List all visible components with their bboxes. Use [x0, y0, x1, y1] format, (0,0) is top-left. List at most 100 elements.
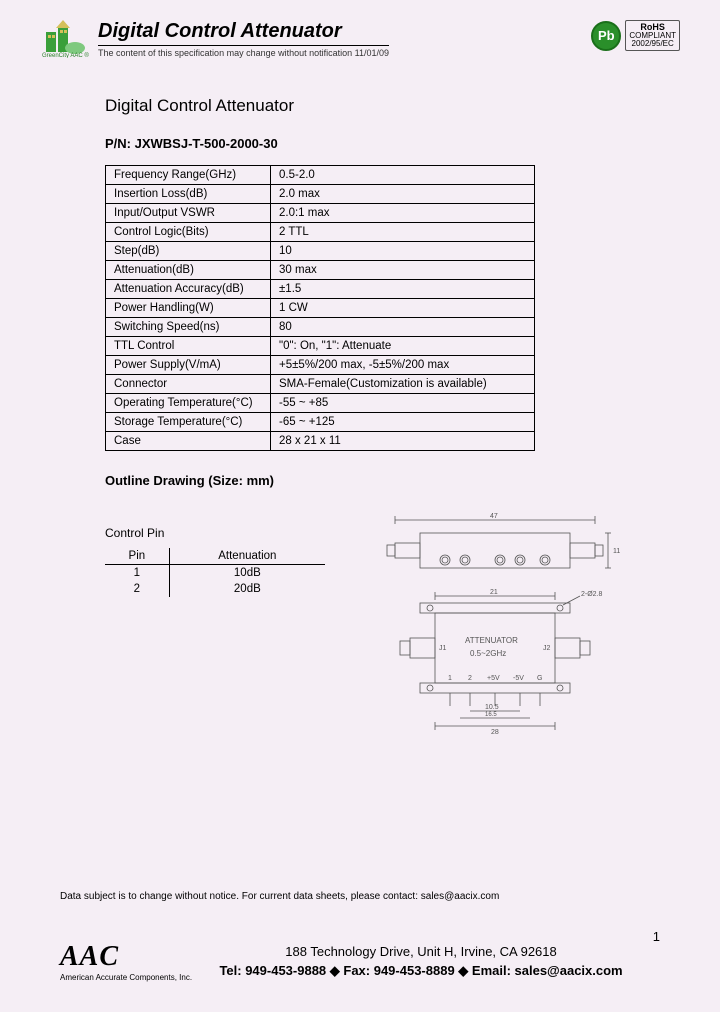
pin-lbl-3: +5V	[487, 675, 500, 682]
top-view: 47	[387, 513, 620, 568]
aac-logo-big: AAC	[60, 941, 192, 973]
pn-label: P/N:	[105, 136, 135, 151]
pin-lbl-2: 2	[468, 675, 472, 682]
spec-value: 30 max	[271, 261, 535, 280]
spec-row: Input/Output VSWR2.0:1 max	[106, 204, 535, 223]
pb-icon: Pb	[591, 21, 621, 51]
spec-key: Step(dB)	[106, 242, 271, 261]
dim-28: 28	[491, 729, 499, 736]
spec-key: Input/Output VSWR	[106, 204, 271, 223]
spec-key: Operating Temperature(°C)	[106, 394, 271, 413]
spec-value: 0.5-2.0	[271, 166, 535, 185]
pin-num: 1	[105, 565, 169, 582]
spec-key: Attenuation Accuracy(dB)	[106, 280, 271, 299]
spec-key: Case	[106, 432, 271, 451]
spec-row: Step(dB)10	[106, 242, 535, 261]
spec-row: Power Supply(V/mA)+5±5%/200 max, -5±5%/2…	[106, 356, 535, 375]
spec-row: Power Handling(W)1 CW	[106, 299, 535, 318]
rohs-box: RoHS COMPLIANT 2002/95/EC	[625, 20, 680, 51]
block-text-1: ATTENUATOR	[465, 636, 518, 645]
hole-label: 2-Ø2.8	[581, 591, 603, 598]
spec-key: Power Supply(V/mA)	[106, 356, 271, 375]
spec-value: ±1.5	[271, 280, 535, 299]
spec-key: Attenuation(dB)	[106, 261, 271, 280]
brand-text: GreenCity AAC ®	[42, 52, 89, 58]
block-text-2: 0.5~2GHz	[470, 649, 506, 658]
spec-value: -55 ~ +85	[271, 394, 535, 413]
pin-row: 110dB	[105, 565, 325, 582]
pin-table: Pin Attenuation 110dB220dB	[105, 548, 325, 597]
pin-header-2: Attenuation	[169, 548, 325, 565]
spec-row: Switching Speed(ns)80	[106, 318, 535, 337]
pin-lbl-4: -5V	[513, 675, 524, 682]
header-title: Digital Control Attenuator	[98, 20, 389, 43]
spec-key: Connector	[106, 375, 271, 394]
rohs-badge: Pb RoHS COMPLIANT 2002/95/EC	[591, 20, 680, 51]
front-view: 21 2-Ø2.8 ATTENUATOR 0.5~2GHz	[400, 589, 603, 736]
greencity-logo: GreenCity AAC ®	[40, 20, 90, 58]
spec-key: Switching Speed(ns)	[106, 318, 271, 337]
spec-key: Control Logic(Bits)	[106, 223, 271, 242]
spec-row: ConnectorSMA-Female(Customization is ava…	[106, 375, 535, 394]
address-line: 188 Technology Drive, Unit H, Irvine, CA…	[219, 943, 622, 961]
spec-table: Frequency Range(GHz)0.5-2.0Insertion Los…	[105, 165, 535, 451]
spec-row: Attenuation Accuracy(dB)±1.5	[106, 280, 535, 299]
dim-105: 10.5	[485, 704, 499, 711]
pin-row: 220dB	[105, 581, 325, 597]
j1-label: J1	[439, 645, 447, 652]
control-pin-label: Control Pin	[105, 526, 335, 540]
spec-row: Case28 x 21 x 11	[106, 432, 535, 451]
dim-165: 16.5	[485, 712, 497, 718]
spec-value: 10	[271, 242, 535, 261]
spec-row: Operating Temperature(°C)-55 ~ +85	[106, 394, 535, 413]
pin-lbl-5: G	[537, 675, 542, 682]
spec-value: 2.0 max	[271, 185, 535, 204]
dim-11: 11	[613, 548, 620, 555]
spec-value: 1 CW	[271, 299, 535, 318]
spec-row: Frequency Range(GHz)0.5-2.0	[106, 166, 535, 185]
rohs-line3: 2002/95/EC	[629, 40, 676, 48]
contact-line: Tel: 949-453-9888 ◆ Fax: 949-453-8889 ◆ …	[219, 962, 622, 980]
content: Digital Control Attenuator P/N: JXWBSJ-T…	[0, 66, 720, 738]
spec-value: 80	[271, 318, 535, 337]
spec-value: 2 TTL	[271, 223, 535, 242]
part-number: P/N: JXWBSJ-T-500-2000-30	[105, 136, 630, 151]
outline-heading: Outline Drawing (Size: mm)	[105, 473, 630, 488]
pin-num: 2	[105, 581, 169, 597]
spec-value: SMA-Female(Customization is available)	[271, 375, 535, 394]
spec-value: -65 ~ +125	[271, 413, 535, 432]
pin-att: 20dB	[169, 581, 325, 597]
aac-logo-small: American Accurate Components, Inc.	[60, 973, 192, 982]
pin-att: 10dB	[169, 565, 325, 582]
outline-drawing: 47	[365, 508, 625, 738]
spec-row: Control Logic(Bits)2 TTL	[106, 223, 535, 242]
dim-21: 21	[490, 589, 498, 596]
spec-row: Insertion Loss(dB)2.0 max	[106, 185, 535, 204]
outline-row: Control Pin Pin Attenuation 110dB220dB	[105, 508, 630, 738]
spec-value: "0": On, "1": Attenuate	[271, 337, 535, 356]
spec-row: TTL Control"0": On, "1": Attenuate	[106, 337, 535, 356]
disclaimer: Data subject is to change without notice…	[60, 891, 499, 902]
spec-row: Attenuation(dB)30 max	[106, 261, 535, 280]
page-header: GreenCity AAC ® Digital Control Attenuat…	[0, 0, 720, 66]
spec-value: 28 x 21 x 11	[271, 432, 535, 451]
spec-value: 2.0:1 max	[271, 204, 535, 223]
header-left: GreenCity AAC ® Digital Control Attenuat…	[40, 20, 389, 58]
control-pin-block: Control Pin Pin Attenuation 110dB220dB	[105, 526, 335, 597]
spec-row: Storage Temperature(°C)-65 ~ +125	[106, 413, 535, 432]
spec-key: Storage Temperature(°C)	[106, 413, 271, 432]
document-title: Digital Control Attenuator	[105, 96, 630, 116]
pin-lbl-1: 1	[448, 675, 452, 682]
header-subtitle: The content of this specification may ch…	[98, 45, 389, 58]
header-text: Digital Control Attenuator The content o…	[98, 20, 389, 58]
spec-key: Power Handling(W)	[106, 299, 271, 318]
j2-label: J2	[543, 645, 551, 652]
spec-value: +5±5%/200 max, -5±5%/200 max	[271, 356, 535, 375]
pin-header-1: Pin	[105, 548, 169, 565]
spec-key: TTL Control	[106, 337, 271, 356]
pn-value: JXWBSJ-T-500-2000-30	[135, 136, 278, 151]
footer-address: 188 Technology Drive, Unit H, Irvine, CA…	[219, 943, 622, 979]
spec-key: Insertion Loss(dB)	[106, 185, 271, 204]
aac-logo: AAC American Accurate Components, Inc.	[60, 941, 192, 982]
dim-47: 47	[490, 513, 498, 520]
